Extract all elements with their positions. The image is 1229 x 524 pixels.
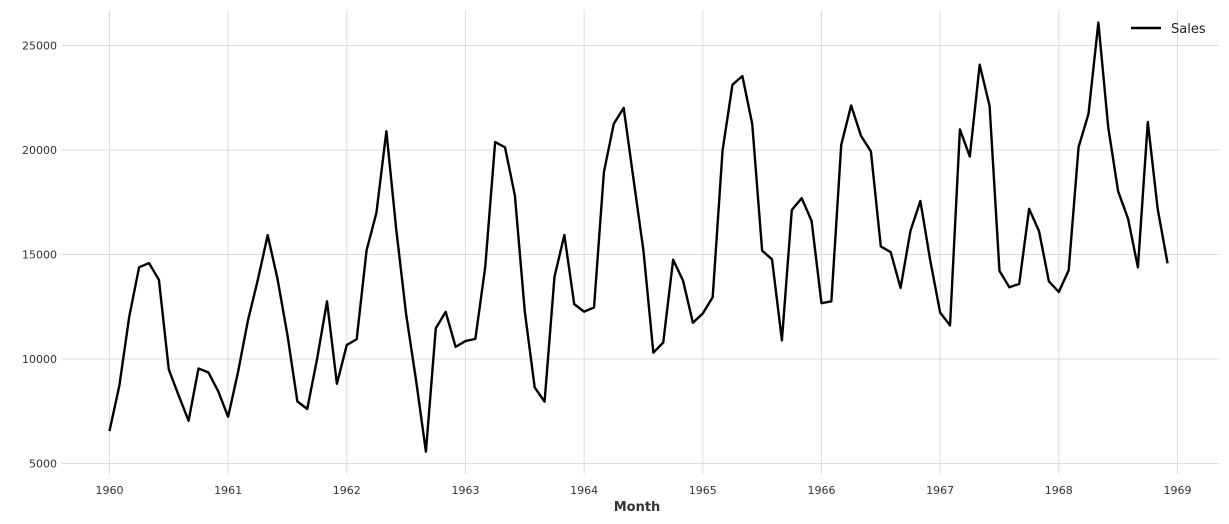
x-axis-ticks: 1960 1961 1962 1963 1964 1965 1966 1967 1968 1969 xyxy=(95,484,1191,497)
y-tick-label: 15000 xyxy=(22,249,57,262)
x-tick-label: 1961 xyxy=(214,484,242,497)
x-tick-label: 1969 xyxy=(1163,484,1191,497)
y-tick-label: 5000 xyxy=(29,458,57,471)
x-tick-label: 1960 xyxy=(95,484,123,497)
x-tick-label: 1965 xyxy=(689,484,717,497)
y-tick-label: 25000 xyxy=(22,40,57,53)
grid xyxy=(62,10,1219,474)
legend-label-sales: Sales xyxy=(1171,22,1206,37)
series-layer xyxy=(108,21,1169,453)
x-tick-label: 1964 xyxy=(570,484,598,497)
y-tick-label: 10000 xyxy=(22,353,57,366)
x-tick-label: 1967 xyxy=(926,484,954,497)
y-axis-ticks: 5000 10000 15000 20000 25000 xyxy=(22,40,57,471)
x-tick-label: 1963 xyxy=(451,484,479,497)
series-line-sales xyxy=(108,21,1169,453)
x-axis-title: Month xyxy=(614,500,661,515)
x-tick-label: 1962 xyxy=(333,484,361,497)
y-tick-label: 20000 xyxy=(22,144,57,157)
x-tick-label: 1968 xyxy=(1045,484,1073,497)
x-tick-label: 1966 xyxy=(807,484,835,497)
legend: Sales xyxy=(1131,22,1206,37)
